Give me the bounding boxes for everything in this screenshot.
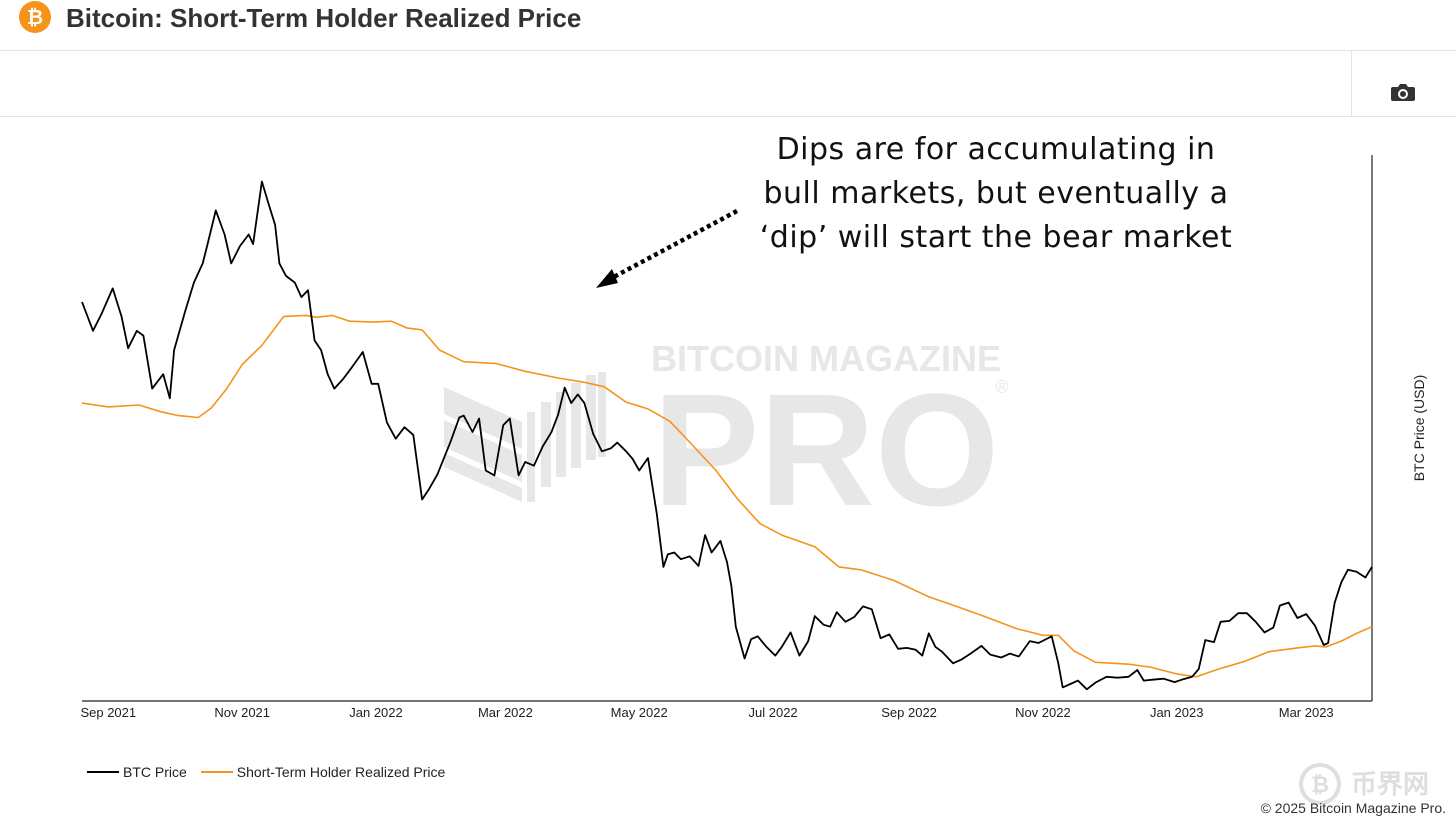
annotation-line-3: ‘dip’ will start the bear market <box>760 220 1233 255</box>
svg-text:₿: ₿ <box>1311 773 1329 798</box>
annotation-arrow-line <box>608 209 739 281</box>
toolbar-divider <box>1351 51 1352 117</box>
bitcoin-logo-glyph: ₿ <box>26 5 44 29</box>
watermark-line2: PRO <box>653 360 1000 539</box>
bitcoin-logo-icon: ₿ <box>19 1 51 33</box>
x-tick-label: May 2022 <box>611 705 668 720</box>
x-tick-label: Sep 2021 <box>80 705 136 720</box>
x-tick-label: Jan 2022 <box>349 705 403 720</box>
chart-area: BITCOIN MAGAZINE PRO ® Sep 2021 Nov 2021 J… <box>0 117 1456 777</box>
chart-svg: BITCOIN MAGAZINE PRO ® Sep 2021 Nov 2021 J… <box>80 132 1427 720</box>
legend-item-btc-price[interactable]: BTC Price <box>87 764 187 780</box>
series-sth-realized-price[interactable] <box>81 314 1373 678</box>
watermark-registered: ® <box>995 377 1008 397</box>
annotation-line-1: Dips are for accumulating in <box>777 132 1216 167</box>
copyright: © 2025 Bitcoin Magazine Pro. <box>1260 800 1446 816</box>
series-btc-price[interactable] <box>81 180 1373 691</box>
legend-item-sth-realized-price[interactable]: Short-Term Holder Realized Price <box>200 764 446 780</box>
watermark: BITCOIN MAGAZINE PRO ® <box>444 338 1009 539</box>
page-title: Bitcoin: Short-Term Holder Realized Pric… <box>66 3 582 33</box>
annotation-arrow-head <box>596 269 618 288</box>
legend-swatch-btc-price <box>87 771 119 773</box>
x-tick-label: Mar 2023 <box>1279 705 1334 720</box>
x-tick-label: Nov 2022 <box>1015 705 1071 720</box>
y-axis-title: BTC Price (USD) <box>1411 375 1427 482</box>
series-layer <box>81 180 1373 691</box>
annotation-line-2: bull markets, but eventually a <box>764 176 1229 211</box>
header: ₿ Bitcoin: Short-Term Holder Realized Pr… <box>0 0 1456 51</box>
camera-icon[interactable] <box>1390 81 1416 103</box>
legend-label-btc-price: BTC Price <box>123 764 187 780</box>
watermark-line1: BITCOIN MAGAZINE <box>651 338 1001 379</box>
legend-swatch-sth-realized-price <box>200 771 233 773</box>
corner-watermark-logo: ₿ 币界网 <box>1299 763 1429 805</box>
x-tick-label: Jul 2022 <box>749 705 798 720</box>
legend: BTC Price Short-Term Holder Realized Pri… <box>87 762 459 782</box>
annotation: Dips are for accumulating in bull market… <box>596 132 1232 288</box>
x-axis-ticks: Sep 2021 Nov 2021 Jan 2022 Mar 2022 May 2022… <box>80 705 1333 720</box>
chart-toolbar <box>0 51 1456 117</box>
corner-watermark-text: 币界网 <box>1351 770 1429 800</box>
x-tick-label: Sep 2022 <box>881 705 937 720</box>
legend-label-sth-realized-price: Short-Term Holder Realized Price <box>236 764 446 780</box>
x-tick-label: Nov 2021 <box>214 705 270 720</box>
x-tick-label: Mar 2022 <box>478 705 533 720</box>
x-tick-label: Jan 2023 <box>1150 705 1204 720</box>
